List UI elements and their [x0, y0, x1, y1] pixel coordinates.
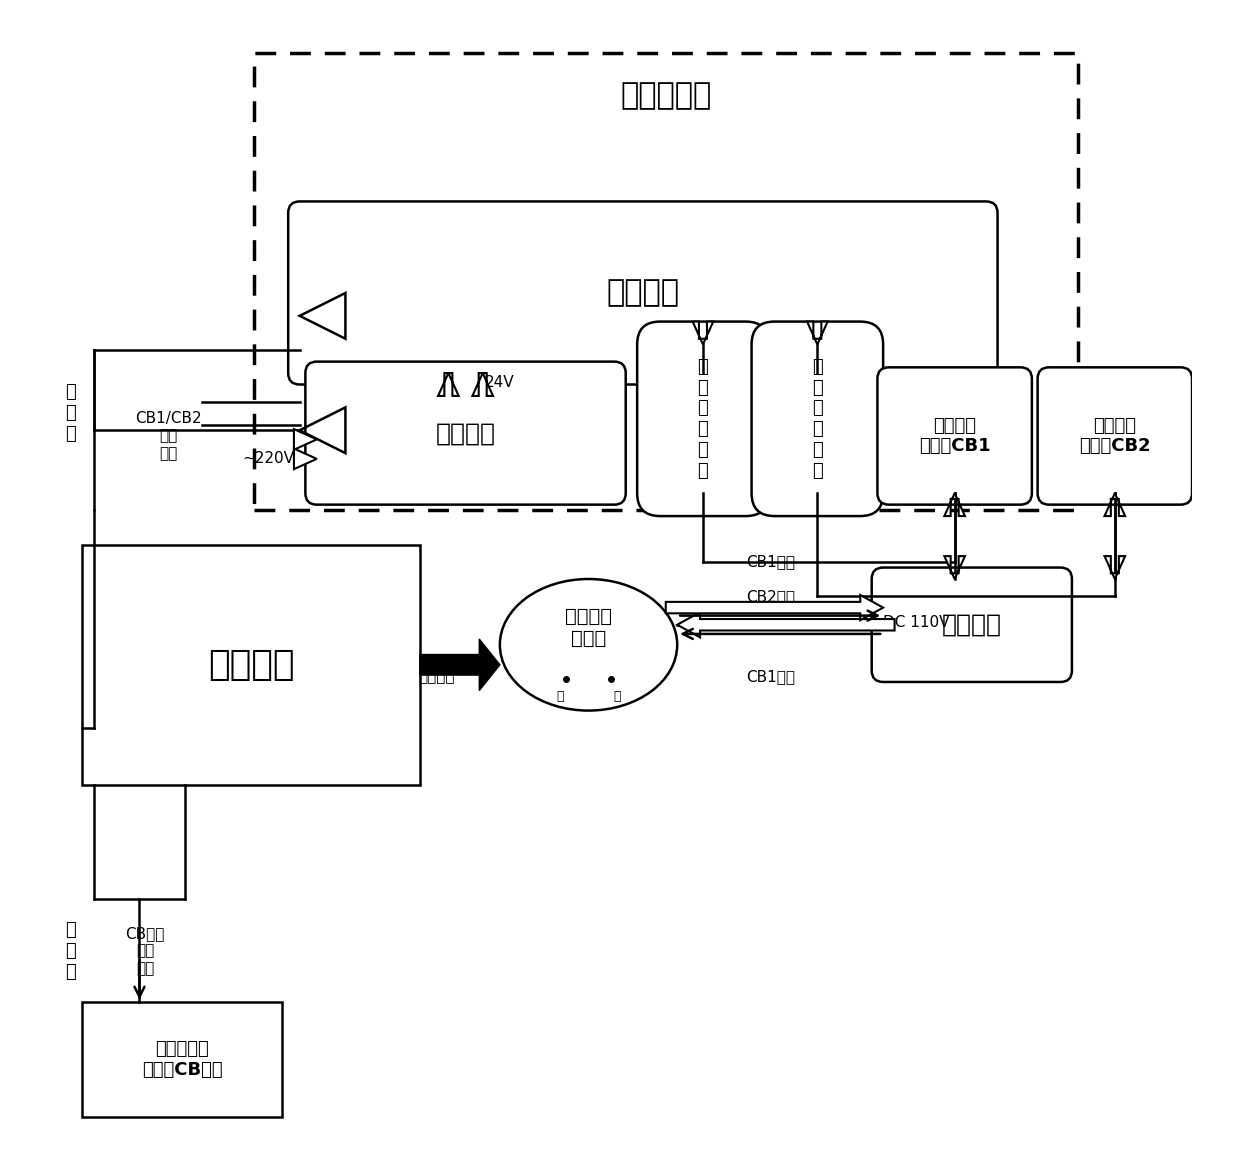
FancyArrow shape [438, 373, 459, 396]
FancyBboxPatch shape [305, 361, 626, 505]
Text: CB1分闸: CB1分闸 [745, 555, 795, 570]
FancyArrow shape [666, 595, 883, 621]
Text: 分: 分 [614, 690, 621, 703]
Text: 供电电源: 供电电源 [942, 613, 1002, 637]
Text: 副控制器: 副控制器 [606, 278, 680, 308]
Text: 第
一
电
子
开
关: 第 一 电 子 开 关 [698, 358, 708, 479]
Text: 第一交流
断路器CB1: 第一交流 断路器CB1 [919, 417, 991, 455]
Text: 副控制单元: 副控制单元 [620, 81, 712, 110]
FancyArrow shape [294, 430, 316, 449]
Text: 合: 合 [557, 690, 564, 703]
Text: DC 110V: DC 110V [883, 616, 950, 630]
FancyArrow shape [1105, 493, 1125, 516]
Text: ~220V: ~220V [242, 452, 294, 467]
FancyBboxPatch shape [872, 567, 1071, 682]
Text: 高压开关
控制器: 高压开关 控制器 [565, 607, 613, 648]
FancyBboxPatch shape [751, 322, 883, 516]
FancyBboxPatch shape [82, 544, 420, 785]
Text: CB2合闸: CB2合闸 [745, 588, 795, 603]
Text: 待检测直流
断路器CB机械: 待检测直流 断路器CB机械 [143, 1040, 223, 1079]
FancyArrow shape [945, 556, 965, 579]
FancyArrow shape [807, 322, 827, 344]
Text: 第二交流
断路器CB2: 第二交流 断路器CB2 [1079, 417, 1151, 455]
Text: 光
信
号: 光 信 号 [66, 921, 76, 981]
Text: 光
信
号: 光 信 号 [66, 383, 76, 442]
Text: 供能模块: 供能模块 [435, 422, 496, 445]
FancyArrow shape [294, 448, 316, 469]
FancyBboxPatch shape [82, 1003, 283, 1116]
Text: 脉冲信号: 脉冲信号 [419, 669, 455, 683]
Text: 24V: 24V [485, 375, 515, 390]
FancyArrow shape [420, 639, 500, 690]
Text: CB1合闸: CB1合闸 [745, 669, 795, 683]
FancyArrow shape [945, 493, 965, 516]
FancyBboxPatch shape [254, 53, 1078, 511]
FancyBboxPatch shape [1038, 367, 1192, 505]
Text: 第
二
电
子
开
关: 第 二 电 子 开 关 [812, 358, 822, 479]
FancyArrow shape [693, 322, 713, 344]
FancyBboxPatch shape [288, 201, 997, 384]
FancyArrow shape [677, 613, 894, 637]
Text: CB机械
合闸
分闸: CB机械 合闸 分闸 [125, 926, 165, 976]
Text: 主控制器: 主控制器 [208, 647, 294, 682]
FancyArrow shape [472, 373, 494, 396]
FancyBboxPatch shape [878, 367, 1032, 505]
FancyBboxPatch shape [637, 322, 769, 516]
Ellipse shape [500, 579, 677, 711]
FancyArrow shape [1105, 556, 1125, 579]
Text: CB1/CB2
控制
信号: CB1/CB2 控制 信号 [135, 411, 201, 461]
